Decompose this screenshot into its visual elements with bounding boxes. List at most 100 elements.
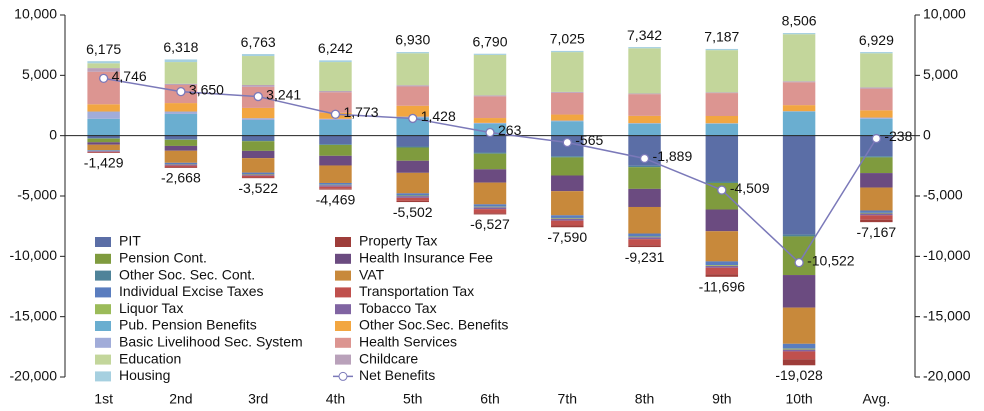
bar-segment (782, 135, 816, 235)
bar-segment (319, 91, 352, 93)
bar-segment (164, 165, 198, 168)
bar-segment (628, 233, 661, 237)
positive-total-label: 6,763 (241, 34, 276, 50)
legend-label: Transportation Tax (359, 283, 474, 299)
bar-segment (551, 215, 584, 218)
legend-swatch (335, 337, 351, 348)
bar-segment (319, 165, 352, 183)
bar-segment (473, 213, 507, 215)
legend-label: Health Insurance Fee (359, 250, 493, 266)
y2-tick-label: 0 (923, 126, 931, 142)
negative-total-label: -5,502 (393, 204, 433, 220)
bar-segment (241, 119, 275, 136)
bar-segment (628, 165, 661, 168)
bar-segment (473, 96, 507, 119)
bar-segment (705, 181, 739, 183)
bar-segment (628, 239, 661, 246)
y2-tick-label: -20,000 (923, 368, 971, 384)
bar-segment (241, 150, 275, 159)
net-marker (98, 73, 109, 84)
bar-segment (782, 236, 816, 276)
negative-total-label: -9,231 (625, 249, 665, 265)
bar-segment (705, 92, 739, 94)
x-tick-label: 5th (403, 391, 422, 407)
legend-label: Health Services (359, 334, 457, 350)
bar-segment (860, 187, 893, 211)
bar-segment (782, 34, 816, 82)
bar-segment (164, 164, 198, 166)
bar-segment (319, 185, 352, 187)
bar-segment (551, 156, 584, 158)
legend-swatch (95, 371, 111, 382)
bar-segment (241, 118, 275, 120)
bar-segment (396, 86, 429, 106)
bar-segment (319, 186, 352, 189)
legend-swatch (335, 321, 351, 331)
bar-segment (551, 225, 584, 228)
bar-segment (860, 53, 893, 88)
bar-segment (860, 173, 893, 188)
net-label: 263 (498, 122, 522, 138)
bar-segment (782, 234, 816, 237)
bar-segment (705, 209, 739, 232)
bar-segment (860, 87, 893, 89)
bar-segment (87, 151, 120, 152)
bar-segment (319, 119, 352, 136)
bar-segment (87, 138, 120, 139)
x-tick-label: 10th (785, 391, 812, 407)
bar-segment (396, 193, 429, 196)
bar-segment (319, 62, 352, 92)
bar-segment (396, 200, 429, 203)
negative-total-label: -6,527 (470, 216, 510, 232)
bar-segment (396, 197, 429, 201)
net-marker (485, 127, 495, 138)
legend-label: Pension Cont. (119, 250, 207, 266)
bar-segment (319, 135, 352, 145)
bar-segment (396, 146, 429, 148)
legend-label: Liquor Tax (119, 300, 183, 316)
bar-segment (782, 111, 816, 136)
legend-swatch (95, 321, 111, 331)
bar-segment (705, 274, 739, 277)
legend-label: Basic Livelihood Sec. System (119, 334, 303, 350)
bar-segment (396, 160, 429, 173)
legend-swatch (95, 337, 111, 348)
bar-segment (473, 206, 507, 208)
x-tick-label: 9th (712, 391, 731, 407)
bar-segment (551, 121, 584, 136)
bar-segment (551, 157, 584, 176)
legend-label: PIT (119, 233, 141, 249)
bar-segment (87, 135, 120, 139)
bar-segment (164, 167, 198, 168)
net-marker (253, 91, 263, 102)
bar-segment (164, 139, 198, 140)
bar-segment (241, 141, 275, 151)
legend-label: Housing (119, 367, 170, 383)
bar-segment (396, 85, 429, 87)
bar-segment (319, 92, 352, 113)
net-marker (408, 113, 418, 124)
positive-total-label: 7,342 (627, 27, 662, 43)
negative-total-label: -19,028 (775, 367, 823, 383)
bar-segment (319, 188, 352, 190)
positive-total-label: 6,175 (86, 41, 121, 57)
legend-swatch (335, 304, 351, 315)
legend-swatch (335, 287, 351, 298)
bar-segment (87, 151, 120, 153)
bar-segment (87, 68, 120, 72)
net-marker (794, 257, 804, 268)
y-tick-label: 10,000 (14, 6, 57, 22)
bar-segment (860, 219, 893, 223)
legend-swatch (335, 354, 351, 365)
bar-segment (396, 105, 429, 117)
bar-segment (705, 123, 739, 136)
bar-segment (628, 237, 661, 240)
legend-swatch (95, 287, 111, 298)
bar-segment (241, 158, 275, 173)
net-marker (871, 133, 882, 144)
bar-segment (705, 48, 739, 51)
positive-total-label: 7,187 (704, 29, 739, 45)
y2-tick-label: -5,000 (923, 187, 963, 203)
